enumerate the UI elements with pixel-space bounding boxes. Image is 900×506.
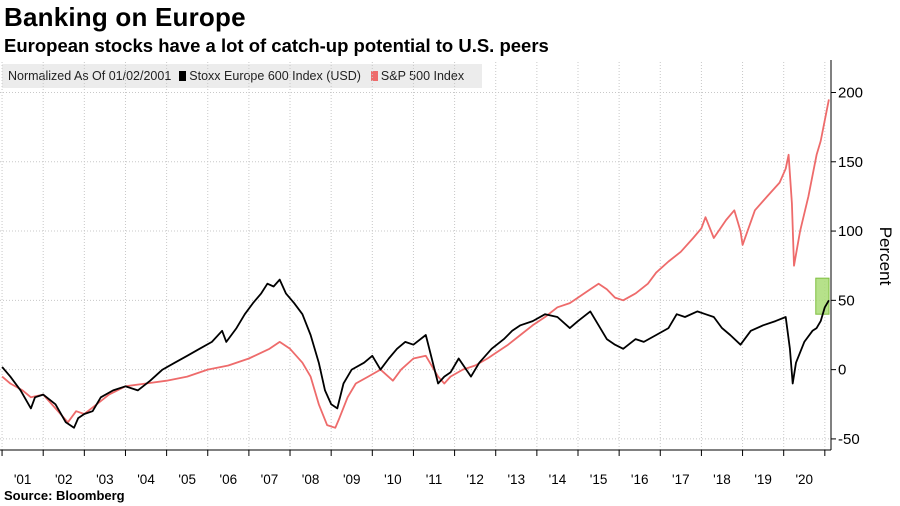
axes: -50 0 50 100 150 200 '01 '02 '03 '04 '05 '06 '07 '08 '…	[0, 60, 895, 487]
legend-item-stoxx: Stoxx Europe 600 Index (USD)	[179, 69, 361, 83]
x-tick-label: '06	[220, 472, 238, 487]
legend-swatch-stoxx	[179, 71, 187, 81]
x-tick-label: '05	[178, 472, 196, 487]
y-tick-label: 150	[838, 154, 863, 171]
sp500-line	[1, 99, 830, 429]
x-tick-label: '08	[302, 472, 320, 487]
y-tick-label: 50	[838, 292, 855, 309]
x-tick-label: '17	[672, 472, 690, 487]
y-tick-label: -50	[838, 431, 860, 448]
x-tick-label: '09	[343, 472, 361, 487]
series-sp500	[1, 99, 830, 429]
y-tick-label: 200	[838, 84, 863, 101]
x-tick-label: '10	[384, 472, 402, 487]
legend-item-sp500: S&P 500 Index	[370, 69, 465, 83]
x-tick-label: '15	[590, 472, 608, 487]
x-tick-label: '11	[426, 472, 443, 487]
highlight-box	[815, 277, 830, 315]
x-tick-label: '03	[96, 472, 114, 487]
highlight-layer	[815, 277, 830, 315]
legend-label-stoxx: Stoxx Europe 600 Index (USD)	[189, 69, 361, 83]
source-note: Source: Bloomberg	[4, 488, 125, 503]
series-stoxx	[1, 278, 830, 429]
grid	[0, 62, 831, 450]
legend-label-sp500: S&P 500 Index	[380, 69, 465, 83]
x-tick-label: '14	[549, 472, 567, 487]
x-tick-label: '04	[137, 472, 155, 487]
y-tick-label: 0	[838, 362, 846, 379]
x-tick-label: '07	[261, 472, 279, 487]
y-axis-label: Percent	[876, 227, 895, 286]
x-tick-label: '12	[466, 472, 484, 487]
x-tick-label: '02	[55, 472, 73, 487]
chart-title: Banking on Europe	[4, 2, 246, 32]
legend-normalized-note: Normalized As Of 01/02/2001	[8, 69, 172, 83]
x-tick-label: '19	[754, 472, 772, 487]
x-tick-label: '01	[14, 472, 32, 487]
stoxx-line	[1, 278, 830, 429]
x-tick-label: '16	[631, 472, 649, 487]
legend-swatch-sp500	[370, 71, 378, 81]
legend: Normalized As Of 01/02/2001 Stoxx Europe…	[2, 64, 483, 88]
x-tick-label: '18	[713, 472, 731, 487]
x-tick-label: '13	[507, 472, 525, 487]
series-layer	[1, 99, 830, 429]
chart-subtitle: European stocks have a lot of catch-up p…	[4, 35, 549, 56]
y-tick-label: 100	[838, 223, 863, 240]
x-tick-label: '20	[795, 472, 813, 487]
